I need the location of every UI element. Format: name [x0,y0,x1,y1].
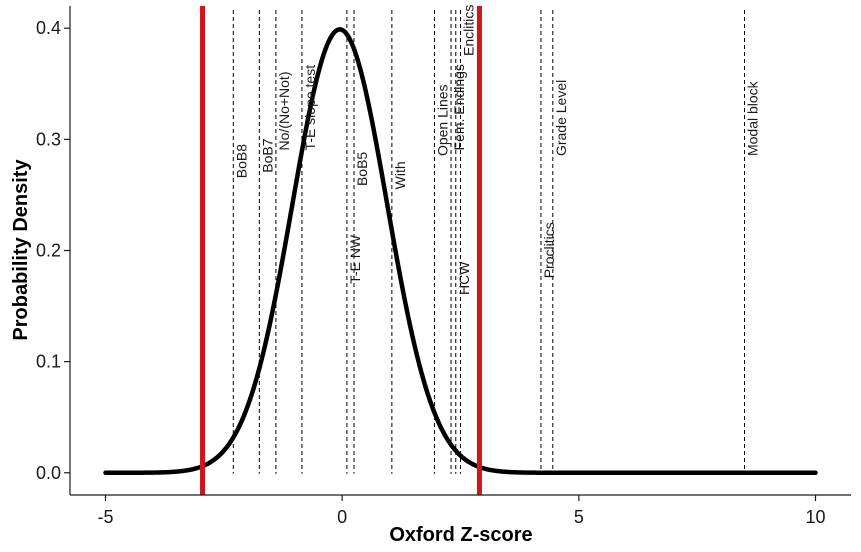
reference-line-label: Proclitics [541,222,557,278]
y-axis-title: Probability Density [10,159,32,341]
reference-line-label: HCW [456,261,472,295]
density-curve [103,27,818,476]
y-tick-label: 0.1 [36,352,61,372]
reference-line-label: Grade Level [553,80,569,156]
x-axis-title: Oxford Z-score [389,524,532,546]
reference-line-label: T-E slope test [302,65,318,151]
reference-line-label: BoB5 [354,152,370,186]
reference-line-label: BoB8 [233,144,249,178]
y-tick-label: 0.4 [36,18,61,38]
x-tick-label: 5 [574,507,584,527]
reference-line-label: BoB7 [259,138,275,172]
x-tick-label: 0 [337,507,347,527]
reference-line-label: With [392,161,408,189]
reference-line-label: Modal block [745,80,761,156]
axis-ticks: -5 0 5 10 0.0 0.1 0.2 0.3 0.4 [36,18,826,527]
x-tick-label: -5 [97,507,113,527]
y-tick-label: 0.2 [36,241,61,261]
y-tick-label: 0.3 [36,129,61,149]
reference-line-label: Open Lines [434,84,450,156]
reference-line-label: Fem. Endings [451,64,467,150]
reference-line-label: Enclitics [461,5,477,56]
x-tick-label: 10 [805,507,825,527]
y-tick-label: 0.0 [36,463,61,483]
reference-line-label: T-E NW [347,234,363,284]
reference-line-label: No/(No+Not) [276,72,292,151]
